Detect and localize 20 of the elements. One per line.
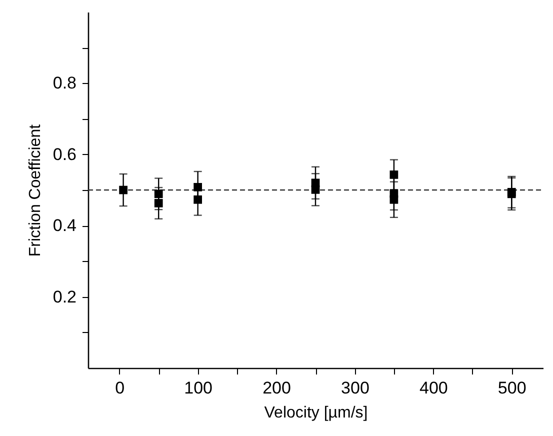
x-tick-label: 200 (262, 378, 291, 398)
point (154, 190, 163, 198)
y-tick-label: 0.4 (52, 216, 76, 236)
x-tick-label: 400 (419, 378, 448, 398)
point (390, 195, 398, 204)
point (119, 186, 128, 194)
x-tick-label: 300 (341, 378, 370, 398)
y-tick-label: 0.6 (52, 144, 76, 164)
x-tick-label: 500 (498, 378, 526, 398)
point (154, 198, 163, 208)
x-tick-label: 0 (115, 378, 125, 398)
y-tick-label: 0.8 (52, 74, 76, 93)
point (194, 195, 202, 204)
x-tick-label: 100 (184, 378, 213, 398)
y-axis-title: Friction Coefficient (26, 124, 44, 257)
x-axis-title: Velocity [µm/s] (264, 404, 368, 422)
point (390, 170, 398, 179)
point (194, 182, 202, 192)
y-tick-label: 0.2 (52, 287, 76, 306)
point (311, 185, 320, 194)
